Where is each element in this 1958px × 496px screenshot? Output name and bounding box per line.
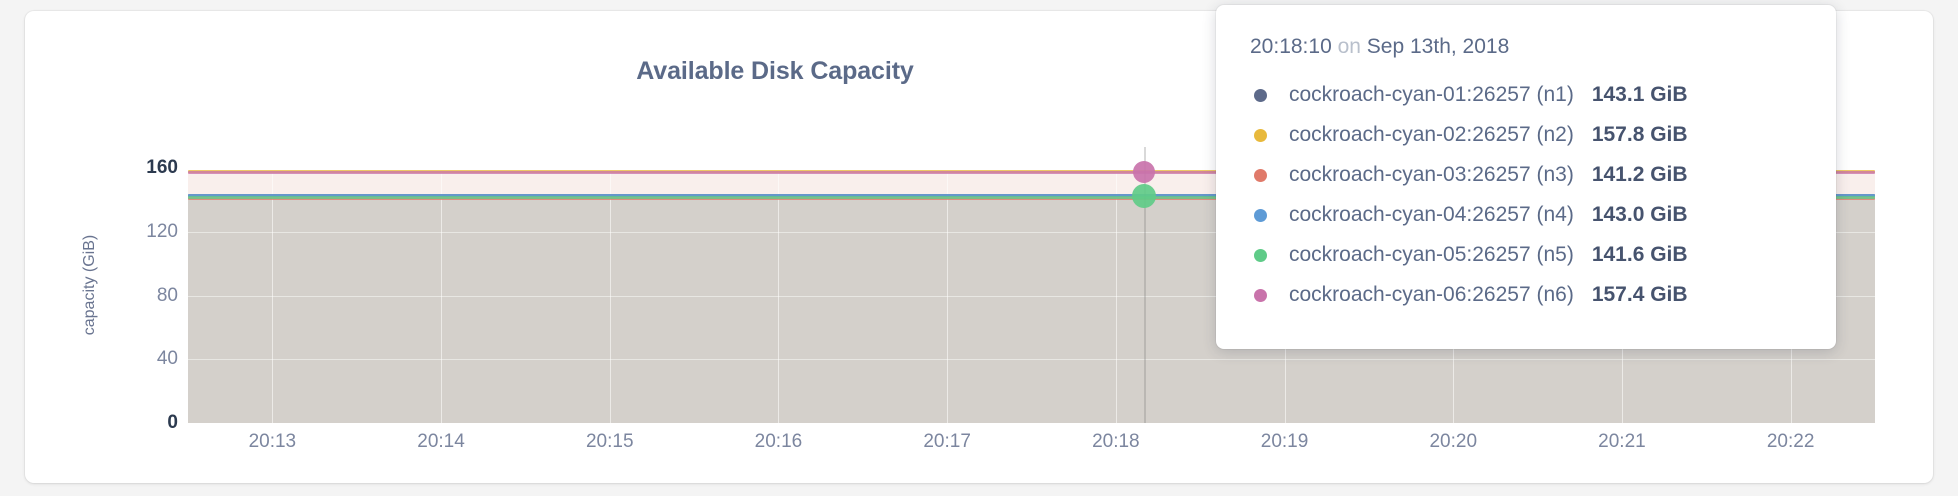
x-tick-label: 20:15	[585, 431, 634, 452]
tooltip-on-word: on	[1337, 35, 1361, 58]
vertical-gridline	[609, 151, 611, 423]
x-tick-label: 20:20	[1429, 431, 1478, 452]
series-line	[188, 196, 1875, 199]
tooltip-rows: cockroach-cyan-01:26257 (n1) 143.1 GiB coc…	[1250, 75, 1802, 315]
tooltip-series-label: cockroach-cyan-01:26257 (n1)	[1289, 83, 1574, 106]
tooltip-time: 20:18:10	[1250, 35, 1332, 58]
vertical-gridline	[778, 151, 780, 423]
x-tick-label: 20:14	[417, 431, 465, 452]
tooltip-header: 20:18:10 on Sep 13th, 2018	[1250, 35, 1802, 59]
gridline	[188, 359, 1875, 361]
y-tick-label: 160	[146, 157, 178, 179]
gridline	[188, 295, 1875, 297]
tooltip-series-label: cockroach-cyan-04:26257 (n4)	[1289, 203, 1574, 226]
x-tick-label: 20:18	[1092, 431, 1140, 452]
tooltip-series-label: cockroach-cyan-02:26257 (n2)	[1289, 123, 1574, 146]
hover-tooltip: 20:18:10 on Sep 13th, 2018 cockroach-cya…	[1216, 5, 1836, 349]
x-axis-ticks: 20:13 20:14 20:15 20:16 20:17 20:18 20:19 20:20…	[188, 431, 1875, 461]
vertical-gridline	[947, 151, 949, 423]
x-tick-label: 20:13	[248, 431, 297, 452]
tooltip-series-value: 143.1 GiB	[1591, 83, 1688, 106]
y-tick-label: 0	[167, 412, 178, 433]
x-tick-label: 20:17	[923, 431, 971, 452]
vertical-gridline	[441, 151, 443, 423]
tooltip-series-value: 143.0 GiB	[1591, 203, 1688, 226]
tooltip-series-label: cockroach-cyan-03:26257 (n3)	[1289, 163, 1574, 186]
series-color-dot-icon	[1254, 168, 1267, 182]
tooltip-date: Sep 13th, 2018	[1366, 35, 1510, 58]
vertical-gridline	[272, 151, 274, 423]
tooltip-row: cockroach-cyan-01:26257 (n1) 143.1 GiB	[1250, 75, 1802, 115]
tooltip-row: cockroach-cyan-05:26257 (n5) 141.6 GiB	[1250, 235, 1802, 275]
tooltip-series-value: 157.4 GiB	[1591, 283, 1688, 306]
x-tick-label: 20:16	[754, 431, 803, 452]
series-color-dot-icon	[1254, 288, 1267, 302]
tooltip-row: cockroach-cyan-03:26257 (n3) 141.2 GiB	[1250, 155, 1802, 195]
page-title: Available Disk Capacity	[636, 57, 914, 85]
tooltip-row: cockroach-cyan-02:26257 (n2) 157.8 GiB	[1250, 115, 1802, 155]
tooltip-series-value: 157.8 GiB	[1591, 123, 1688, 146]
tooltip-row: cockroach-cyan-06:26257 (n6) 157.4 GiB	[1250, 275, 1802, 315]
y-tick-label: 80	[156, 284, 178, 306]
series-color-dot-icon	[1254, 128, 1267, 142]
gridline	[188, 231, 1875, 233]
tooltip-series-label: cockroach-cyan-06:26257 (n6)	[1289, 283, 1574, 306]
series-color-dot-icon	[1254, 208, 1267, 222]
x-tick-label: 20:19	[1260, 431, 1309, 452]
series-line	[188, 193, 1875, 197]
tooltip-row: cockroach-cyan-04:26257 (n4) 143.0 GiB	[1250, 195, 1802, 235]
vertical-gridline	[1115, 151, 1117, 423]
series-color-dot-icon	[1254, 248, 1267, 262]
series-line	[188, 170, 1875, 174]
tooltip-series-value: 141.6 GiB	[1591, 243, 1688, 266]
y-tick-label: 40	[156, 348, 178, 370]
series-color-dot-icon	[1254, 88, 1267, 102]
x-tick-label: 20:22	[1766, 431, 1815, 452]
hover-marker	[1132, 160, 1155, 183]
tooltip-series-label: cockroach-cyan-05:26257 (n5)	[1289, 243, 1574, 266]
y-tick-label: 120	[146, 220, 178, 242]
hover-cursor-line	[1143, 147, 1146, 423]
x-tick-label: 20:21	[1598, 431, 1646, 452]
hover-marker	[1131, 184, 1156, 209]
tooltip-series-value: 141.2 GiB	[1591, 163, 1688, 186]
y-axis-ticks: 0 40 80 120 160	[98, 151, 178, 433]
y-axis-label: capacity (GiB)	[81, 234, 98, 336]
